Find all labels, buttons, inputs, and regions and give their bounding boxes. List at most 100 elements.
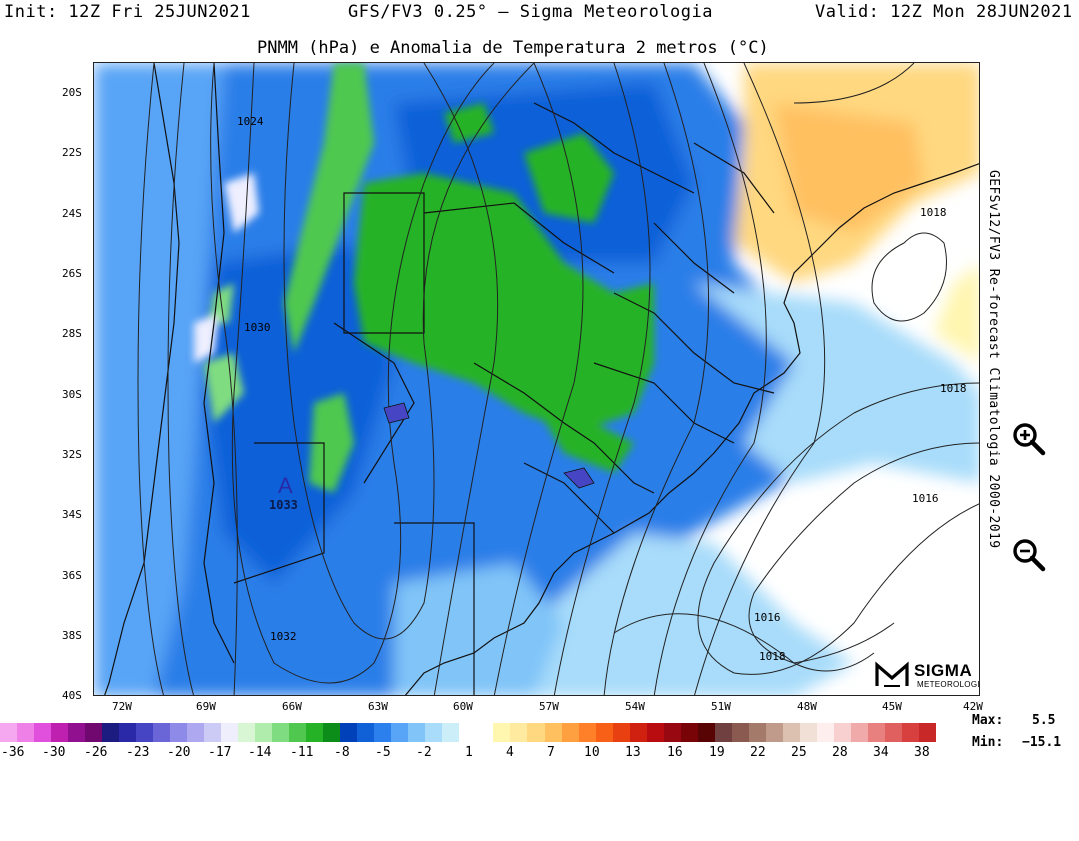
color-swatch bbox=[187, 723, 205, 742]
isobar-label: 1030 bbox=[244, 321, 271, 334]
valid-time: Valid: 12Z Mon 28JUN2021 bbox=[815, 2, 1073, 22]
color-swatch bbox=[544, 723, 562, 742]
colorbar-label: 10 bbox=[584, 745, 600, 760]
color-swatch bbox=[799, 723, 817, 742]
color-swatch bbox=[34, 723, 52, 742]
color-swatch bbox=[374, 723, 392, 742]
color-swatch bbox=[68, 723, 86, 742]
lat-label: 22S bbox=[62, 146, 82, 159]
color-swatch bbox=[816, 723, 834, 742]
logo-subtitle: METEOROLOGIA bbox=[917, 680, 980, 689]
colorbar-label: 4 bbox=[506, 745, 514, 760]
color-swatch bbox=[102, 723, 120, 742]
colorbar-label: -5 bbox=[375, 745, 391, 760]
colorbar-label: -17 bbox=[208, 745, 232, 760]
lon-label: 54W bbox=[625, 700, 645, 713]
color-swatch bbox=[51, 723, 69, 742]
min-value: −15.1 bbox=[1022, 735, 1062, 750]
color-swatch bbox=[119, 723, 137, 742]
zoom-in-button[interactable] bbox=[1012, 422, 1046, 456]
colorbar-label: -36 bbox=[1, 745, 25, 760]
color-swatch bbox=[782, 723, 800, 742]
color-swatch bbox=[595, 723, 613, 742]
color-swatch bbox=[561, 723, 579, 742]
lat-label: 20S bbox=[62, 86, 82, 99]
color-swatch bbox=[527, 723, 545, 742]
temperature-anomaly-map bbox=[94, 63, 979, 695]
color-swatch bbox=[663, 723, 681, 742]
lon-label: 72W bbox=[112, 700, 132, 713]
high-pressure-value: 1033 bbox=[269, 498, 298, 512]
map-panel[interactable]: 1024 1030 1018 1018 1016 1016 1018 1032 … bbox=[93, 62, 980, 696]
color-swatch bbox=[884, 723, 902, 742]
lat-label: 26S bbox=[62, 267, 82, 280]
colorbar-label: 22 bbox=[750, 745, 766, 760]
color-swatch bbox=[272, 723, 290, 742]
colorbar-label: -20 bbox=[167, 745, 191, 760]
color-swatch bbox=[0, 723, 18, 742]
max-label: Max: bbox=[972, 713, 1004, 728]
color-swatch bbox=[612, 723, 630, 742]
colorbar-label: 28 bbox=[832, 745, 848, 760]
color-swatch bbox=[578, 723, 596, 742]
lon-label: 60W bbox=[453, 700, 473, 713]
lon-label: 63W bbox=[368, 700, 388, 713]
colorbar-label: 7 bbox=[547, 745, 555, 760]
lon-label: 45W bbox=[882, 700, 902, 713]
colorbar-label: 13 bbox=[625, 745, 641, 760]
sigma-logo-icon bbox=[875, 661, 909, 687]
color-swatch bbox=[918, 723, 936, 742]
colorbar-label: 16 bbox=[667, 745, 683, 760]
lat-label: 34S bbox=[62, 508, 82, 521]
isobar-label: 1016 bbox=[754, 611, 781, 624]
lat-label: 24S bbox=[62, 207, 82, 220]
color-swatch bbox=[255, 723, 273, 742]
lon-label: 57W bbox=[539, 700, 559, 713]
lat-label: 30S bbox=[62, 388, 82, 401]
zoom-out-button[interactable] bbox=[1012, 538, 1046, 572]
climatology-label: GEFSv12/FV3 Re-forecast Climatologia 200… bbox=[986, 170, 1001, 549]
color-swatch bbox=[833, 723, 851, 742]
color-swatch bbox=[17, 723, 35, 742]
color-swatch bbox=[850, 723, 868, 742]
max-value: 5.5 bbox=[1032, 713, 1056, 728]
color-swatch bbox=[629, 723, 647, 742]
colorbar-label: 1 bbox=[465, 745, 473, 760]
color-swatch bbox=[340, 723, 358, 742]
color-swatch bbox=[85, 723, 103, 742]
lon-label: 42W bbox=[963, 700, 983, 713]
color-swatch bbox=[680, 723, 698, 742]
colorbar-label: -11 bbox=[290, 745, 314, 760]
colorbar-label: -30 bbox=[42, 745, 66, 760]
color-swatch bbox=[714, 723, 732, 742]
zoom-out-icon bbox=[1013, 539, 1046, 572]
isobar-label: 1024 bbox=[237, 115, 264, 128]
color-swatch bbox=[221, 723, 239, 742]
lat-label: 28S bbox=[62, 327, 82, 340]
high-pressure-symbol: A bbox=[278, 473, 293, 498]
colorbar-label: -2 bbox=[416, 745, 432, 760]
color-swatch bbox=[476, 723, 494, 742]
sigma-logo: SIGMA METEOROLOGIA bbox=[874, 660, 980, 692]
logo-name: SIGMA bbox=[914, 661, 973, 680]
color-swatch bbox=[731, 723, 749, 742]
colorbar-label: 19 bbox=[709, 745, 725, 760]
color-swatch bbox=[493, 723, 511, 742]
map-subtitle: PNMM (hPa) e Anomalia de Temperatura 2 m… bbox=[257, 38, 769, 58]
color-swatch bbox=[391, 723, 409, 742]
lat-label: 40S bbox=[62, 689, 82, 702]
color-scale-bar bbox=[0, 723, 936, 742]
isobar-label: 1018 bbox=[920, 206, 947, 219]
colorbar-label: -26 bbox=[84, 745, 108, 760]
color-swatch bbox=[646, 723, 664, 742]
color-swatch bbox=[306, 723, 324, 742]
color-swatch bbox=[425, 723, 443, 742]
lat-label: 36S bbox=[62, 569, 82, 582]
colorbar-label: -23 bbox=[126, 745, 150, 760]
color-swatch bbox=[408, 723, 426, 742]
color-swatch bbox=[357, 723, 375, 742]
lon-label: 66W bbox=[282, 700, 302, 713]
isobar-label: 1032 bbox=[270, 630, 297, 643]
isobar-label: 1018 bbox=[759, 650, 786, 663]
model-title: GFS/FV3 0.25° — Sigma Meteorologia bbox=[348, 2, 713, 22]
